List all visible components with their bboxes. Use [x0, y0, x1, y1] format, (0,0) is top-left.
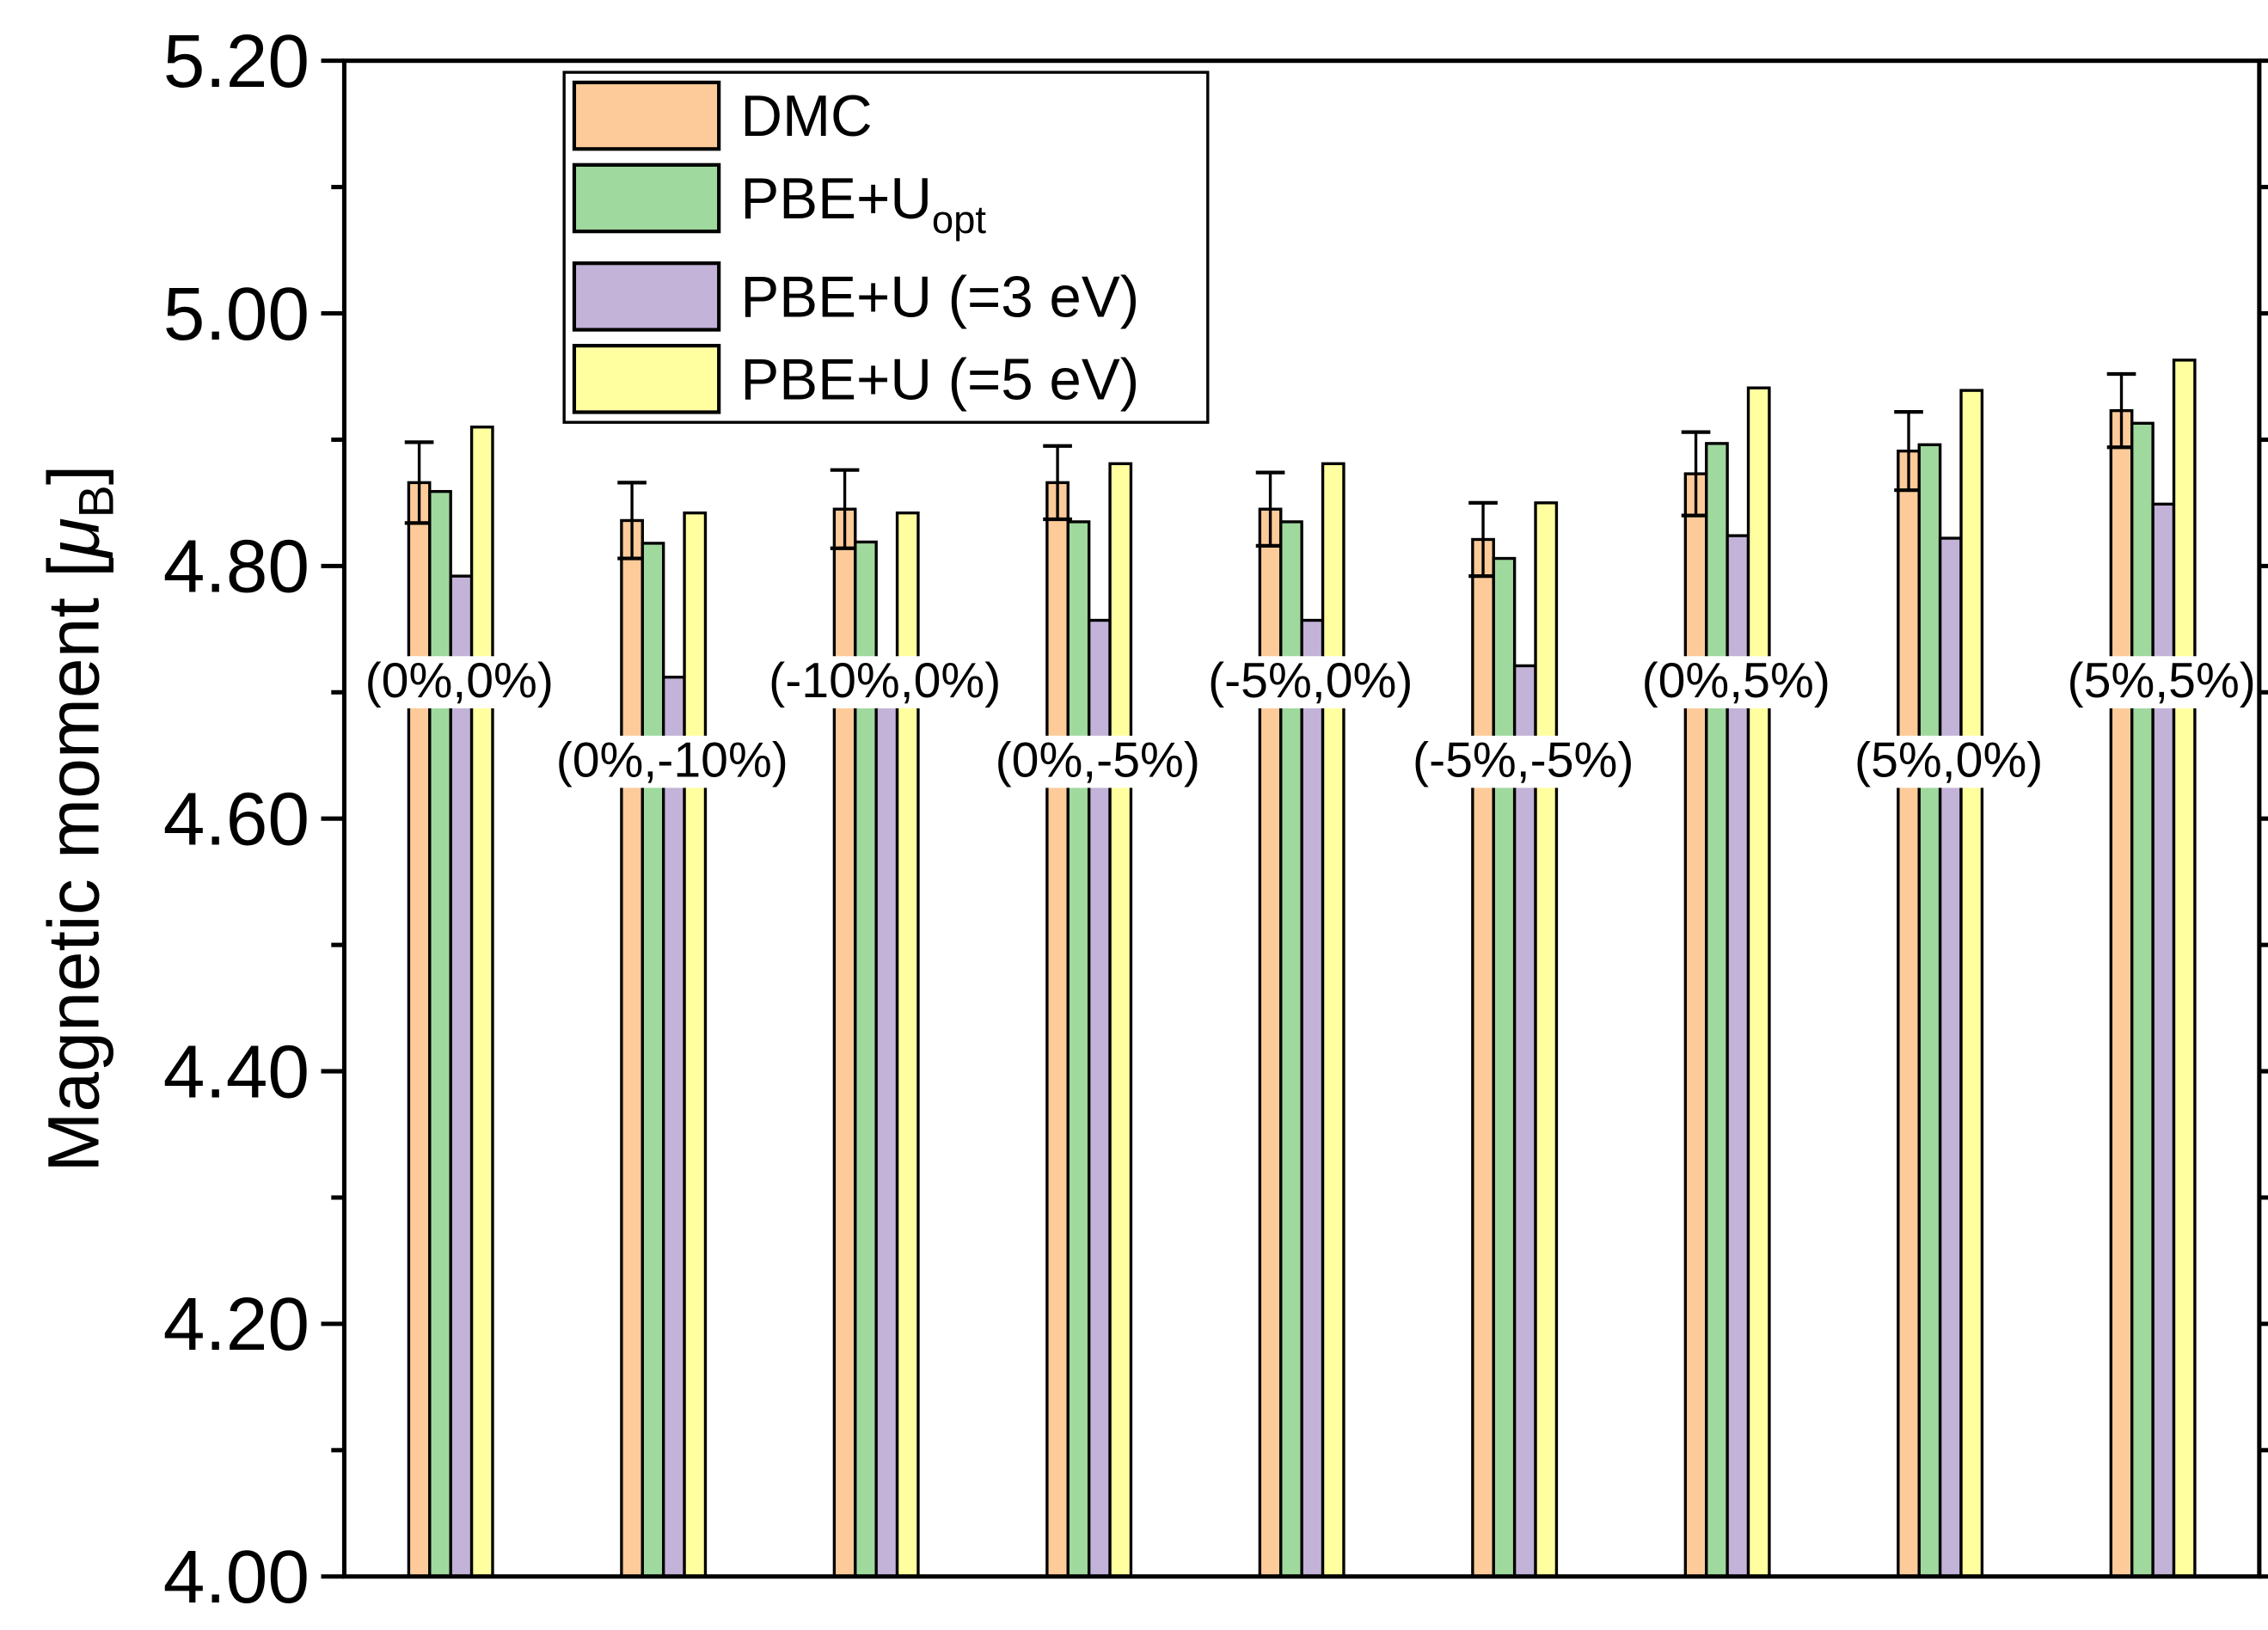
legend-swatch-0	[572, 80, 721, 151]
category-label: (0%,0%)	[365, 653, 554, 708]
y-tick-label: 5.20	[163, 19, 310, 103]
y-tick-label: 4.60	[163, 776, 310, 861]
y-axis-label-symbol: μ	[33, 518, 113, 559]
legend-label-sub: opt	[932, 198, 987, 242]
category-labels: (0%,0%)(0%,-10%) (-10%,0%) (0%,-5%)(-5%,0%…	[362, 653, 2259, 788]
category-label-bg	[1639, 656, 1834, 708]
y-tick-label: 4.20	[163, 1282, 310, 1366]
category-label-bg	[992, 735, 1204, 788]
bar-3-7	[1959, 389, 1984, 1578]
bar-2-5	[1512, 664, 1537, 1578]
category-label-bg	[2064, 656, 2259, 708]
bar-1-7	[1917, 443, 1942, 1578]
category-label-bg	[1851, 735, 2046, 788]
bar-3-1	[683, 511, 708, 1578]
category-label: (-10%,0%)	[769, 653, 1001, 708]
bar-2-4	[1300, 618, 1325, 1578]
y-tick-label: 4.80	[163, 524, 310, 609]
category-label: (-5%,-5%)	[1413, 732, 1634, 787]
category-label-bg	[765, 656, 1004, 708]
y-axis-label-text: Magnetic moment [	[33, 557, 113, 1172]
category-label-bg	[1409, 735, 1637, 788]
y-axis-label-sub: B	[69, 485, 124, 518]
bars-layer	[404, 358, 2197, 1578]
category-label: (5%,5%)	[2068, 653, 2256, 708]
legend-label-3: PBE+U (=5 eV)	[740, 347, 1139, 412]
legend-swatch-2	[572, 261, 721, 332]
bar-1-8	[2130, 421, 2155, 1578]
bar-0-6	[1683, 472, 1708, 1578]
category-label: (0%,5%)	[1642, 653, 1830, 708]
legend-label-0: DMC	[740, 84, 872, 149]
category-label: (0%,-10%)	[556, 732, 788, 787]
bar-0-8	[2109, 408, 2134, 1578]
bar-1-6	[1705, 442, 1729, 1578]
bar-1-5	[1492, 556, 1517, 1578]
bar-2-0	[449, 574, 474, 1578]
bar-2-1	[661, 675, 686, 1578]
y-tick-label: 4.40	[163, 1029, 310, 1113]
category-label: (0%,-5%)	[996, 732, 1200, 787]
category-label-bg	[553, 735, 792, 788]
bar-3-4	[1321, 462, 1345, 1578]
bar-2-7	[1938, 536, 1963, 1578]
category-label: (5%,0%)	[1854, 732, 2043, 787]
bar-0-3	[1045, 481, 1070, 1578]
bar-3-5	[1534, 501, 1559, 1578]
category-label-bg	[1204, 656, 1416, 708]
legend-swatch-1	[572, 162, 721, 234]
bar-2-2	[874, 703, 899, 1578]
y-axis-label-close: ]	[33, 465, 113, 485]
bar-0-5	[1471, 537, 1495, 1578]
bar-0-7	[1897, 449, 1921, 1578]
y-axis-label: Magnetic moment [μB]	[33, 465, 124, 1173]
bar-3-6	[1746, 386, 1771, 1578]
legend-label-2: PBE+U (=3 eV)	[740, 265, 1139, 329]
y-tick-label: 5.00	[163, 272, 310, 356]
legend-swatch-3	[572, 343, 721, 414]
bar-0-1	[620, 518, 644, 1578]
axes: 4.00 4.20 4.40 4.60 4.80 5.00 5.20	[163, 19, 2268, 1619]
bar-3-8	[2172, 358, 2197, 1578]
bar-0-0	[407, 481, 432, 1578]
bar-1-3	[1066, 520, 1091, 1578]
category-label: (-5%,0%)	[1208, 653, 1413, 708]
bar-3-3	[1108, 462, 1133, 1578]
category-label-bg	[362, 656, 557, 708]
bar-1-1	[641, 542, 665, 1578]
y-tick-label: 4.00	[163, 1535, 310, 1619]
bar-3-0	[469, 426, 494, 1578]
